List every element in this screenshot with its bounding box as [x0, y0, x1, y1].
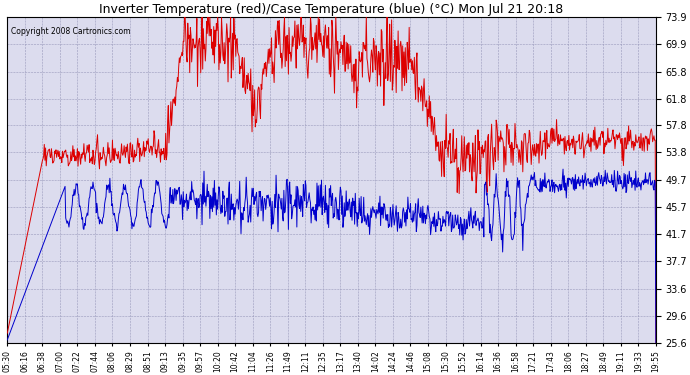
Text: Copyright 2008 Cartronics.com: Copyright 2008 Cartronics.com — [10, 27, 130, 36]
Title: Inverter Temperature (red)/Case Temperature (blue) (°C) Mon Jul 21 20:18: Inverter Temperature (red)/Case Temperat… — [99, 3, 564, 16]
